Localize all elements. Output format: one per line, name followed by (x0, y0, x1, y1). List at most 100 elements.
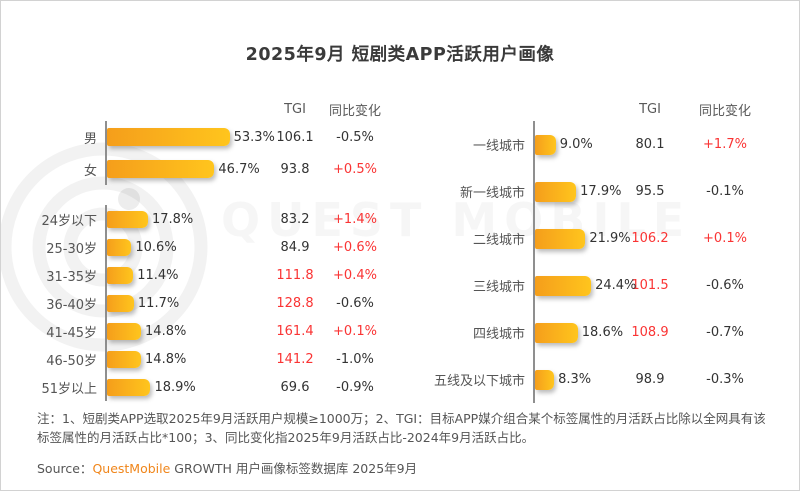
demographics-chart: TGI 同比变化男 53.3% 106.1 -0.5% 女 46.7% 93.8 +0.5% 24… (31, 97, 390, 401)
row-label: 31-35岁 (46, 269, 97, 285)
yoy-value: +0.4% (333, 267, 377, 283)
tgi-value: 95.5 (635, 184, 665, 199)
yoy-value: +1.7% (703, 137, 747, 152)
bar-value-label: 9.0% (559, 137, 593, 152)
row-label: 41-45岁 (46, 325, 97, 341)
tgi-value: 128.8 (276, 295, 314, 311)
tgi-value: 69.6 (280, 379, 310, 395)
chart-row: 31-35岁 11.4% 111.8 +0.4% (31, 261, 390, 289)
value-bar (107, 378, 151, 396)
yoy-value: -0.9% (336, 379, 374, 395)
yoy-value: +0.1% (333, 323, 377, 339)
tgi-value: 84.9 (280, 239, 310, 255)
bar-value-label: 14.8% (145, 351, 187, 367)
yoy-value: +0.5% (333, 161, 377, 177)
yoy-value: -0.6% (336, 295, 374, 311)
value-bar (107, 238, 132, 256)
bar-value-label: 17.8% (151, 211, 194, 227)
row-label: 新一线城市 (459, 186, 525, 201)
yoy-value: +1.4% (333, 211, 377, 227)
chart-row: 一线城市 9.0% 80.1 +1.7% (433, 121, 775, 168)
yoy-value: +0.6% (333, 239, 377, 255)
tgi-value: 93.8 (280, 161, 310, 177)
tgi-value: 161.4 (276, 323, 314, 339)
value-bar (107, 128, 230, 146)
chart-row: 二线城市 21.9% 106.2 +0.1% (433, 215, 775, 262)
chart-row: 五线及以下城市 8.3% 98.9 -0.3% (433, 356, 775, 403)
yoy-value: -0.5% (336, 129, 374, 145)
value-bar (535, 134, 556, 155)
bar-value-label: 11.4% (137, 267, 179, 283)
value-bar (107, 350, 142, 368)
bar-value-label: 10.6% (135, 239, 177, 255)
value-bar (535, 369, 555, 390)
tgi-value: 98.9 (635, 372, 665, 387)
row-label: 46-50岁 (46, 353, 97, 369)
row-label: 24岁以下 (41, 213, 97, 229)
yoy-column-header: 同比变化 (698, 103, 751, 119)
group-divider (31, 185, 390, 205)
bar-value-label: 46.7% (218, 161, 260, 177)
footnote: 注：1、短剧类APP选取2025年9月活跃用户规模≥1000万；2、TGI：目标… (37, 411, 766, 445)
bar-value-label: 11.7% (137, 295, 180, 311)
row-label: 三线城市 (472, 280, 525, 295)
page-title: 2025年9月 短剧类APP活跃用户画像 (245, 45, 555, 65)
value-bar (107, 160, 215, 178)
row-label: 二线城市 (472, 233, 525, 248)
tgi-column-header: TGI (284, 101, 306, 117)
yoy-value: -0.1% (706, 184, 744, 199)
bar-value-label: 53.3% (233, 129, 275, 145)
row-label: 一线城市 (472, 139, 525, 154)
yoy-value: -0.6% (706, 278, 744, 293)
value-bar (535, 322, 578, 343)
chart-row: 36-40岁 11.7% 128.8 -0.6% (31, 289, 390, 317)
bar-value-label: 18.6% (581, 325, 624, 340)
source-brand: QuestMobile (92, 461, 171, 476)
chart-row: 女 46.7% 93.8 +0.5% (31, 153, 390, 185)
bar-value-label: 8.3% (558, 372, 592, 387)
chart-row: 新一线城市 17.9% 95.5 -0.1% (433, 168, 775, 215)
yoy-value: +0.1% (703, 231, 747, 246)
source-line: Source：QuestMobile GROWTH 用户画像标签数据库 2025… (37, 458, 417, 477)
tgi-value: 106.1 (276, 129, 314, 145)
city-tier-chart: TGI 同比变化一线城市 9.0% 80.1 +1.7% 新一线城市 17.9% 95.5 -0… (433, 97, 775, 403)
chart-row: TGI 同比变化 (433, 97, 775, 121)
tgi-value: 83.2 (280, 211, 310, 227)
row-label: 25-30岁 (46, 241, 97, 257)
tgi-value: 80.1 (635, 137, 665, 152)
bar-value-label: 17.9% (580, 184, 622, 199)
value-bar (107, 266, 134, 284)
tgi-value: 101.5 (631, 278, 669, 293)
tgi-value: 141.2 (276, 351, 314, 367)
chart-row: 41-45岁 14.8% 161.4 +0.1% (31, 317, 390, 345)
tgi-column-header: TGI (639, 101, 661, 117)
tgi-value: 106.2 (631, 231, 669, 246)
chart-row: 四线城市 18.6% 108.9 -0.7% (433, 309, 775, 356)
source-label: Source： (37, 461, 93, 476)
row-label: 五线及以下城市 (433, 374, 525, 389)
row-label: 四线城市 (472, 327, 525, 342)
chart-row: 24岁以下 17.8% 83.2 +1.4% (31, 205, 390, 233)
tgi-value: 111.8 (276, 267, 314, 283)
chart-row: 46-50岁 14.8% 141.2 -1.0% (31, 345, 390, 373)
chart-row: TGI 同比变化 (31, 97, 390, 121)
source-suffix: GROWTH 用户画像标签数据库 2025年9月 (170, 461, 418, 476)
tgi-value: 108.9 (631, 325, 669, 340)
bar-value-label: 18.9% (154, 379, 196, 395)
value-bar (535, 228, 586, 249)
row-label: 36-40岁 (46, 297, 97, 313)
yoy-value: -1.0% (336, 351, 374, 367)
yoy-value: -0.3% (706, 372, 744, 387)
row-label: 51岁以上 (41, 381, 97, 397)
yoy-value: -0.7% (706, 325, 744, 340)
value-bar (107, 322, 142, 340)
value-bar (107, 210, 148, 228)
chart-row: 三线城市 24.4% 101.5 -0.6% (433, 262, 775, 309)
chart-row: 25-30岁 10.6% 84.9 +0.6% (31, 233, 390, 261)
value-bar (107, 294, 134, 312)
chart-row: 男 53.3% 106.1 -0.5% (31, 121, 390, 153)
bar-value-label: 24.4% (595, 278, 637, 293)
bar-value-label: 14.8% (145, 323, 187, 339)
bar-value-label: 21.9% (589, 231, 631, 246)
